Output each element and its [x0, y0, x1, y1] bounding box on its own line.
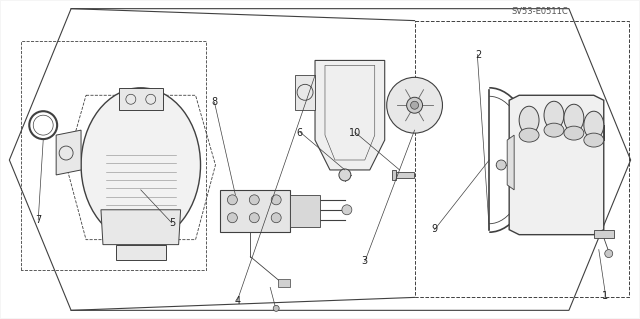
Circle shape — [339, 169, 351, 181]
Text: 3: 3 — [362, 256, 367, 266]
Text: 6: 6 — [296, 128, 303, 137]
Bar — [594, 230, 614, 238]
Polygon shape — [315, 60, 385, 170]
Circle shape — [496, 160, 506, 170]
Text: 1: 1 — [602, 291, 609, 301]
Polygon shape — [101, 210, 180, 245]
Polygon shape — [116, 245, 166, 260]
Polygon shape — [56, 130, 81, 175]
Polygon shape — [290, 195, 320, 227]
Circle shape — [273, 305, 279, 311]
Bar — [396, 172, 413, 178]
Ellipse shape — [564, 126, 584, 140]
Ellipse shape — [544, 123, 564, 137]
Ellipse shape — [584, 111, 604, 139]
Ellipse shape — [544, 101, 564, 129]
Text: 5: 5 — [169, 218, 175, 228]
Circle shape — [411, 101, 419, 109]
Bar — [278, 279, 290, 287]
Circle shape — [227, 213, 237, 223]
Polygon shape — [119, 88, 163, 110]
Circle shape — [406, 97, 422, 113]
Text: 10: 10 — [349, 128, 361, 137]
Polygon shape — [220, 190, 290, 232]
Ellipse shape — [584, 133, 604, 147]
Polygon shape — [295, 75, 315, 110]
Text: 9: 9 — [431, 224, 438, 234]
Text: 2: 2 — [475, 50, 481, 60]
Circle shape — [227, 195, 237, 205]
Polygon shape — [507, 135, 514, 190]
Circle shape — [250, 195, 259, 205]
Circle shape — [387, 78, 442, 133]
Polygon shape — [392, 170, 396, 180]
Text: SV53-E0511C: SV53-E0511C — [511, 7, 568, 16]
Polygon shape — [509, 95, 604, 235]
Text: 4: 4 — [234, 296, 240, 306]
Circle shape — [250, 213, 259, 223]
Circle shape — [605, 249, 612, 257]
Ellipse shape — [564, 104, 584, 132]
Circle shape — [342, 205, 352, 215]
Circle shape — [271, 213, 281, 223]
Text: 8: 8 — [212, 97, 218, 107]
Ellipse shape — [81, 88, 200, 242]
Circle shape — [271, 195, 281, 205]
Text: 7: 7 — [35, 215, 42, 225]
Ellipse shape — [519, 128, 539, 142]
Ellipse shape — [519, 106, 539, 134]
